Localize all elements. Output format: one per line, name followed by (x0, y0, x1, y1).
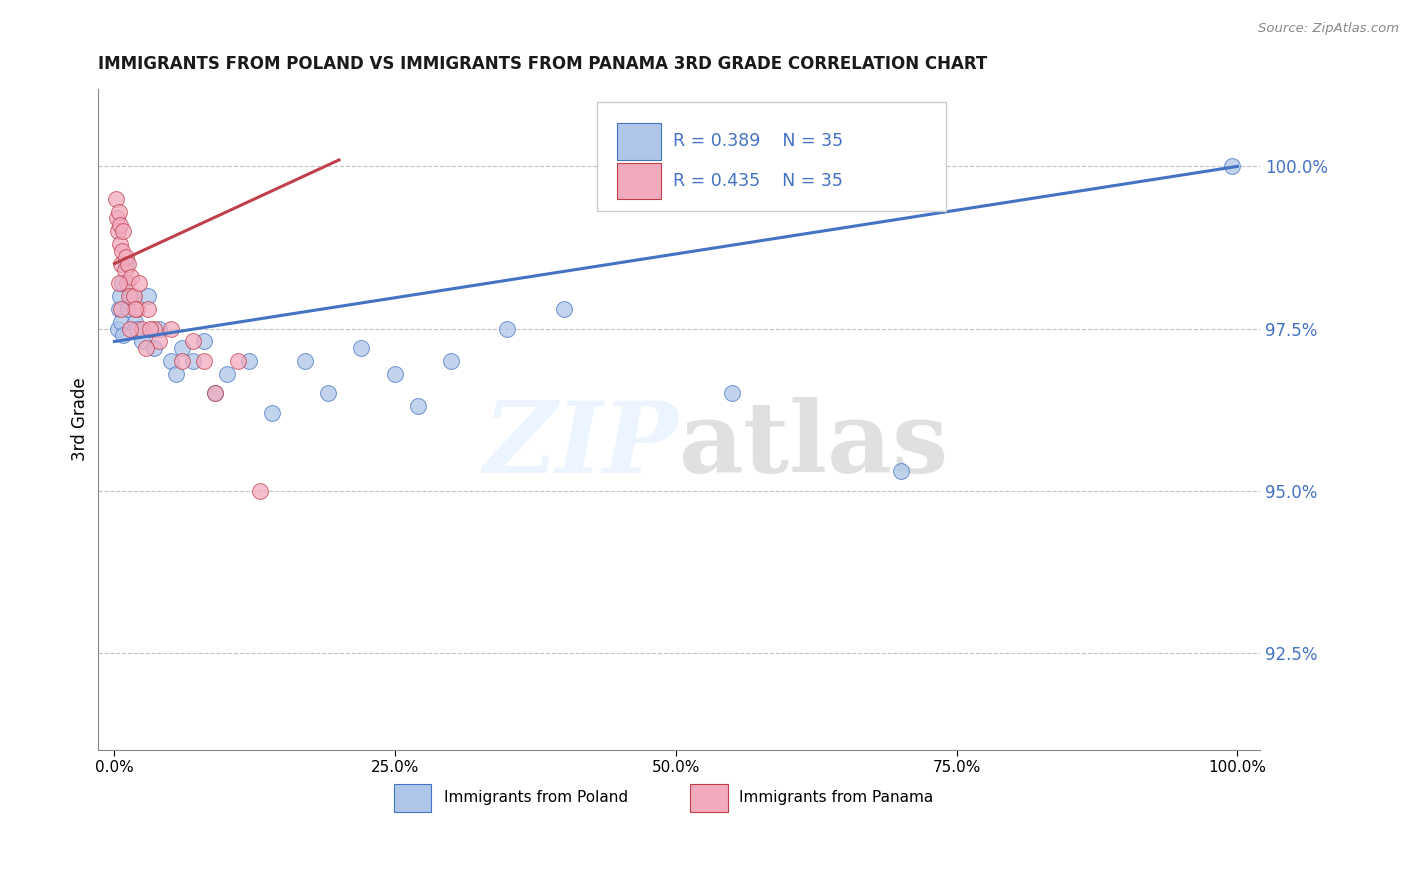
Point (181, 354, 204, 368)
Point (165, 367, 187, 381)
Point (294, 354, 316, 368)
Point (108, 218, 131, 232)
Point (124, 315, 146, 329)
Text: IMMIGRANTS FROM POLAND VS IMMIGRANTS FROM PANAMA 3RD GRADE CORRELATION CHART: IMMIGRANTS FROM POLAND VS IMMIGRANTS FRO… (97, 55, 987, 73)
Point (125, 321, 148, 335)
Point (316, 386, 339, 401)
Point (440, 354, 463, 368)
FancyBboxPatch shape (598, 102, 946, 211)
Point (139, 321, 162, 335)
Point (104, 192, 127, 206)
Point (110, 257, 132, 271)
Point (260, 406, 283, 420)
Point (170, 341, 193, 355)
Point (108, 276, 131, 290)
Point (193, 354, 215, 368)
Point (170, 354, 193, 368)
Point (131, 334, 153, 349)
Text: Immigrants from Poland: Immigrants from Poland (444, 790, 628, 805)
Bar (617, 123, 661, 160)
Y-axis label: 3rd Grade: 3rd Grade (72, 377, 89, 461)
Bar (690, 784, 727, 813)
Point (107, 321, 129, 335)
Point (148, 321, 170, 335)
Point (226, 354, 249, 368)
Point (120, 289, 142, 303)
Bar (394, 784, 432, 813)
Text: atlas: atlas (679, 397, 949, 494)
Text: Source: ZipAtlas.com: Source: ZipAtlas.com (1258, 22, 1399, 36)
Point (136, 289, 159, 303)
Point (110, 301, 132, 316)
Point (204, 386, 226, 401)
Point (128, 276, 150, 290)
Point (117, 301, 139, 316)
Point (496, 321, 519, 335)
Point (148, 334, 170, 349)
Point (115, 276, 138, 290)
Point (111, 276, 134, 290)
Point (114, 263, 136, 277)
Text: ZIP: ZIP (484, 398, 679, 494)
Point (384, 367, 406, 381)
Point (111, 244, 134, 258)
Point (131, 321, 153, 335)
Point (215, 367, 238, 381)
Point (122, 289, 145, 303)
Point (142, 341, 165, 355)
Point (112, 224, 135, 238)
Point (114, 250, 136, 264)
Point (553, 301, 575, 316)
Point (350, 341, 373, 355)
Point (721, 386, 744, 401)
Point (159, 354, 181, 368)
Text: Immigrants from Panama: Immigrants from Panama (740, 790, 934, 805)
Point (142, 321, 165, 335)
Point (124, 301, 146, 316)
Point (107, 224, 129, 238)
Point (108, 204, 131, 219)
Bar (617, 163, 661, 200)
Point (108, 301, 131, 316)
Text: R = 0.389    N = 35: R = 0.389 N = 35 (673, 133, 844, 151)
Point (238, 354, 260, 368)
Point (114, 257, 136, 271)
Point (204, 386, 226, 401)
Point (406, 400, 429, 414)
Point (120, 269, 142, 284)
Point (118, 289, 141, 303)
Point (136, 301, 159, 316)
Point (108, 237, 131, 252)
Point (181, 334, 204, 349)
Point (135, 341, 157, 355)
Point (112, 328, 135, 343)
Point (117, 257, 139, 271)
Point (889, 464, 911, 478)
Point (120, 321, 142, 335)
Point (249, 483, 271, 498)
Point (159, 321, 181, 335)
Point (108, 289, 131, 303)
Point (105, 211, 128, 226)
Point (110, 315, 132, 329)
Text: R = 0.435    N = 35: R = 0.435 N = 35 (673, 172, 842, 190)
Point (125, 301, 148, 316)
Point (1220, 160, 1243, 174)
Point (193, 334, 215, 349)
